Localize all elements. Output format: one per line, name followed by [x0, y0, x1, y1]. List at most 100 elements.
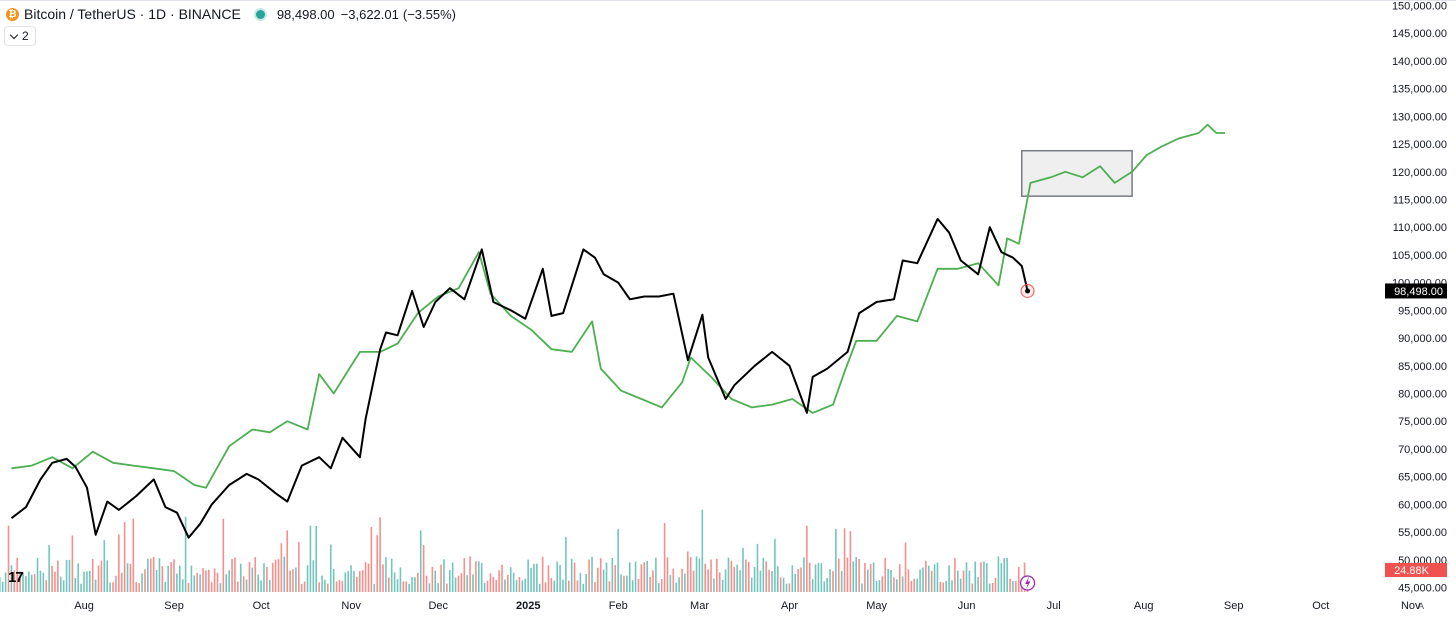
- volume-bar: [599, 558, 602, 592]
- volume-bar: [161, 566, 164, 592]
- volume-bar: [533, 563, 535, 592]
- volume-bar: [315, 526, 318, 592]
- volume-bar: [864, 562, 866, 592]
- indicators-collapse-button[interactable]: 2: [4, 26, 36, 46]
- volume-bar: [962, 570, 965, 592]
- volume-bar: [733, 566, 736, 592]
- volume-bar: [344, 572, 347, 592]
- volume-bar: [350, 565, 352, 592]
- volume-bar: [884, 557, 887, 592]
- volume-bar: [501, 564, 503, 592]
- volume-bar: [678, 577, 680, 592]
- volume-bar: [797, 568, 799, 592]
- volume-bar: [329, 544, 332, 592]
- volume-bar: [248, 561, 251, 592]
- volume-bar: [718, 572, 721, 592]
- volume-bar: [681, 568, 683, 592]
- volume-bar: [765, 561, 767, 592]
- volume-bar: [509, 567, 512, 592]
- symbol-title[interactable]: Bitcoin / TetherUS · 1D · BINANCE: [24, 6, 241, 22]
- overlay-line[interactable]: [11, 123, 1226, 489]
- volume-bar: [495, 579, 498, 592]
- volume-bar: [83, 571, 85, 592]
- volume-bar: [626, 575, 628, 592]
- volume-bar: [324, 579, 326, 592]
- price-tick-label: 140,000.00: [1392, 56, 1447, 68]
- volume-bar: [59, 576, 62, 592]
- price-axis[interactable]: 45,000.0050,000.0055,000.0060,000.0065,0…: [1385, 0, 1447, 595]
- auto-scale-button[interactable]: A: [1418, 601, 1424, 611]
- volume-bar: [451, 562, 454, 592]
- volume-bar: [788, 583, 791, 592]
- volume-bar: [469, 556, 471, 592]
- volume-bar: [907, 569, 910, 592]
- volume-bar: [634, 561, 637, 592]
- volume-bar: [875, 580, 878, 592]
- volume-bar: [707, 569, 709, 592]
- time-tick-label: Oct: [1312, 600, 1329, 612]
- volume-bar: [489, 573, 492, 592]
- highlight-rectangle[interactable]: [1021, 149, 1133, 197]
- volume-bar: [460, 573, 463, 592]
- volume-bar: [91, 558, 94, 592]
- volume-bar: [71, 535, 74, 592]
- price-tick-label: 55,000.00: [1398, 527, 1447, 539]
- volume-bar: [933, 564, 936, 592]
- volume-bar: [51, 565, 53, 592]
- volume-bar: [187, 583, 190, 592]
- volume-bar: [286, 530, 288, 592]
- volume-bar: [968, 570, 971, 592]
- volume-bar: [152, 556, 155, 592]
- volume-bar: [936, 562, 939, 592]
- time-axis[interactable]: Aug Sep Oct Nov Dec 2025 Feb Mar Apr May Jun Jul Aug…: [74, 600, 1424, 612]
- volume-bar: [791, 565, 794, 592]
- price-tick-label: 130,000.00: [1392, 111, 1447, 123]
- time-tick-label: Mar: [690, 600, 709, 612]
- price-line[interactable]: [10, 217, 1029, 539]
- volume-bar: [132, 518, 135, 592]
- volume-bar: [1003, 558, 1006, 592]
- price-series: [10, 217, 1029, 539]
- volume-bar: [202, 568, 204, 592]
- volume-bar: [115, 575, 117, 592]
- volume-bar: [524, 578, 527, 592]
- volume-bar: [440, 564, 442, 592]
- volume-bar: [312, 560, 315, 592]
- volume-bar: [28, 571, 30, 592]
- volume-bar: [971, 583, 974, 592]
- volume-bar: [675, 582, 678, 592]
- chevron-down-icon: [9, 30, 19, 39]
- last-price-label: 98,498.00: [1394, 286, 1443, 298]
- volume-bar: [756, 543, 759, 592]
- volume-bar: [477, 561, 480, 592]
- volume-bar: [112, 582, 114, 592]
- volume-bar: [338, 579, 341, 592]
- volume-bar: [611, 557, 614, 592]
- volume-bar: [663, 523, 666, 592]
- volume-bar: [829, 568, 831, 592]
- time-tick-label: Aug: [74, 600, 94, 612]
- tradingview-logo[interactable]: 17: [8, 569, 24, 586]
- volume-bar: [422, 544, 425, 592]
- volume-bar: [591, 556, 593, 592]
- volume-bar: [1017, 566, 1020, 592]
- volume-bar: [881, 576, 884, 592]
- volume-bar: [472, 574, 474, 592]
- volume-bar: [48, 544, 50, 592]
- volume-bar: [277, 559, 280, 592]
- volume-bar: [631, 580, 634, 592]
- volume-bar: [556, 561, 558, 592]
- volume-bar: [155, 570, 158, 592]
- volume-bar: [951, 580, 953, 592]
- volume-bar: [832, 570, 834, 592]
- volume-bar: [739, 570, 741, 592]
- volume-bar: [939, 581, 942, 592]
- volume-bar: [585, 574, 588, 592]
- volume-bar: [983, 561, 985, 592]
- volume-bar: [794, 573, 797, 592]
- volume-bar: [22, 572, 24, 592]
- volume-bar: [231, 559, 233, 592]
- volume-bar: [4, 572, 7, 592]
